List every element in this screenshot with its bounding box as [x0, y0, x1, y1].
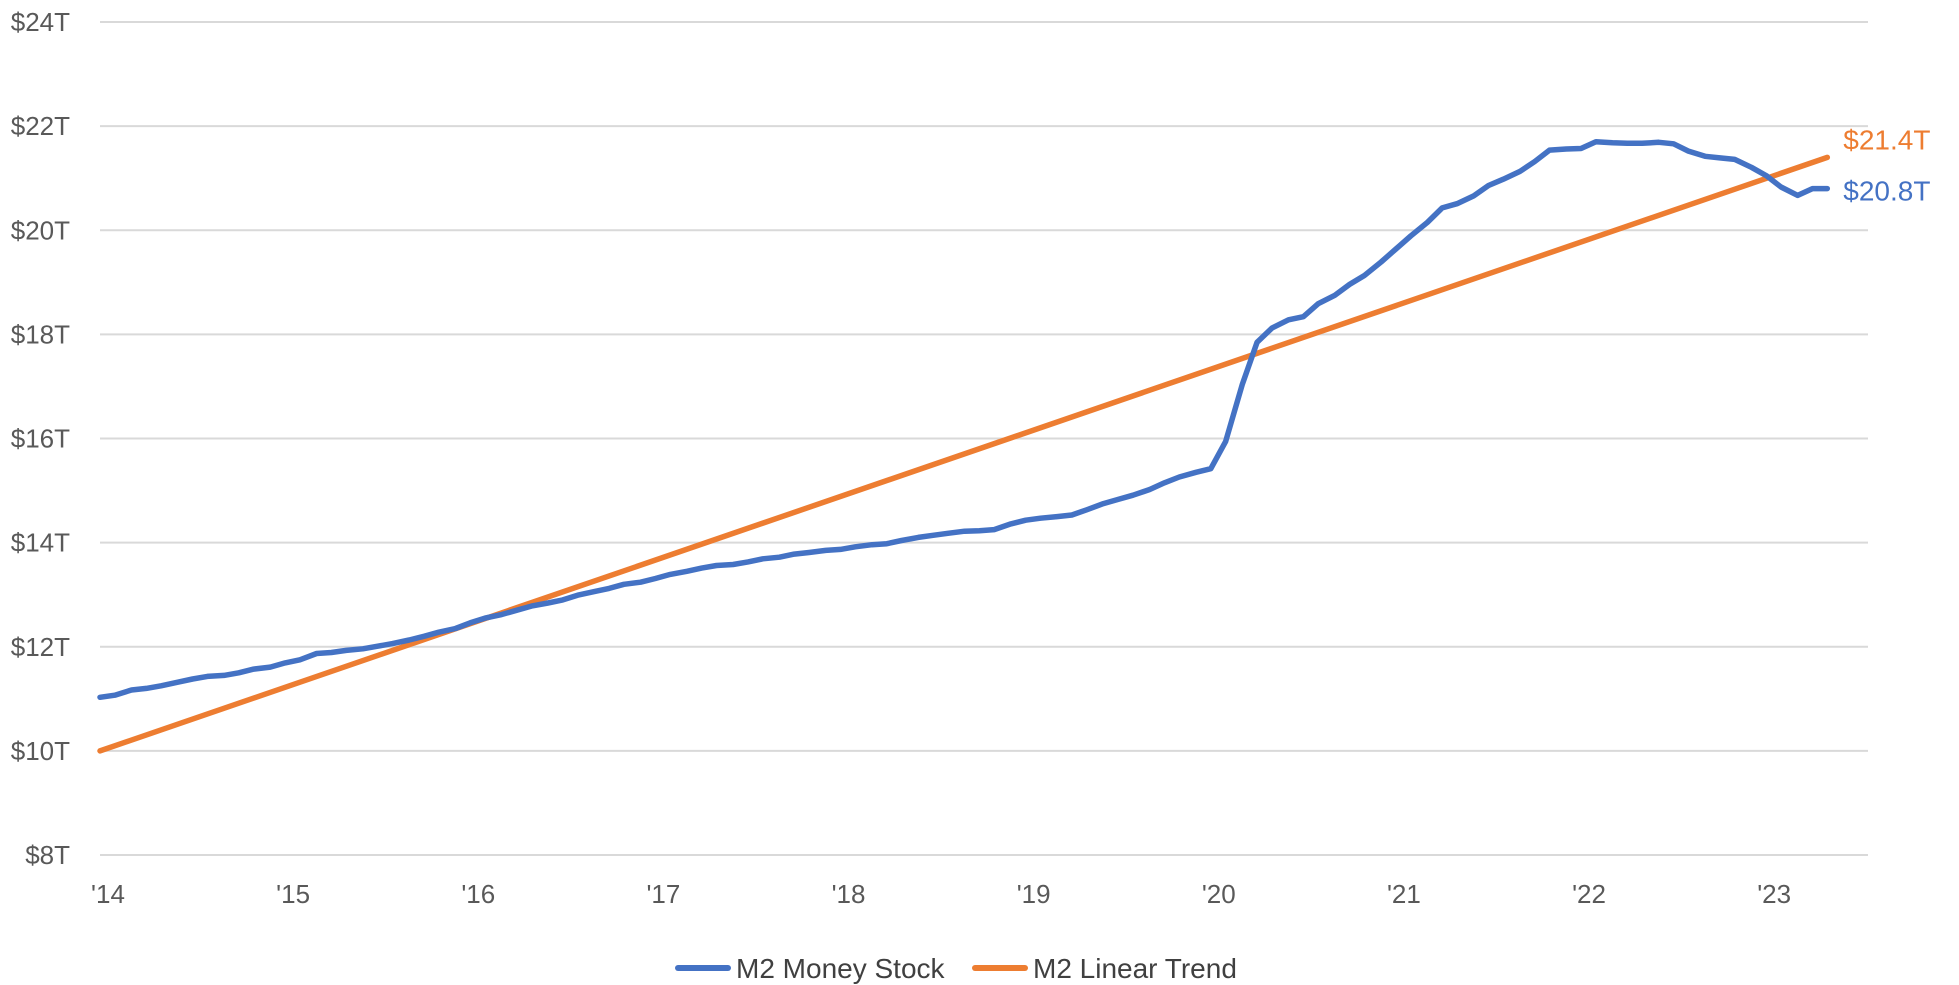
- gridlines: [100, 21, 1868, 856]
- legend: M2 Money Stock M2 Linear Trend: [675, 953, 1237, 984]
- end-labels: $20.8T $21.4T: [1843, 124, 1930, 206]
- legend-label: M2 Money Stock: [736, 953, 946, 984]
- y-axis: $8T $10T $12T $14T $16T $18T $20T $22T $24T: [11, 7, 70, 870]
- legend-label: M2 Linear Trend: [1033, 953, 1237, 984]
- y-tick-label: $8T: [25, 840, 70, 870]
- series-layer: [97, 138, 1831, 754]
- y-tick-label: $22T: [11, 111, 70, 141]
- x-tick-label: '16: [461, 879, 495, 909]
- end-value-label: $20.8T: [1843, 176, 1930, 207]
- y-tick-label: $12T: [11, 632, 70, 662]
- legend-item: M2 Money Stock: [675, 953, 946, 984]
- series-line-m2-linear-trend: [97, 154, 1831, 754]
- y-tick-label: $18T: [11, 319, 70, 349]
- y-tick-label: $20T: [11, 215, 70, 245]
- x-tick-label: '22: [1572, 879, 1606, 909]
- legend-item: M2 Linear Trend: [972, 953, 1237, 984]
- y-tick-label: $24T: [11, 7, 70, 37]
- x-tick-label: '15: [276, 879, 310, 909]
- x-tick-label: '21: [1387, 879, 1421, 909]
- y-tick-label: $14T: [11, 528, 70, 558]
- x-tick-label: '18: [832, 879, 866, 909]
- y-tick-label: $10T: [11, 736, 70, 766]
- x-tick-label: '20: [1202, 879, 1236, 909]
- x-tick-label: '19: [1017, 879, 1051, 909]
- x-tick-label: '17: [646, 879, 680, 909]
- x-axis: '14 '15 '16 '17 '18 '19 '20 '21 '22 '23: [91, 879, 1791, 909]
- end-value-label: $21.4T: [1843, 124, 1930, 155]
- y-tick-label: $16T: [11, 424, 70, 454]
- x-tick-label: '23: [1757, 879, 1791, 909]
- series-line-m2-money-stock: [97, 138, 1831, 701]
- x-tick-label: '14: [91, 879, 125, 909]
